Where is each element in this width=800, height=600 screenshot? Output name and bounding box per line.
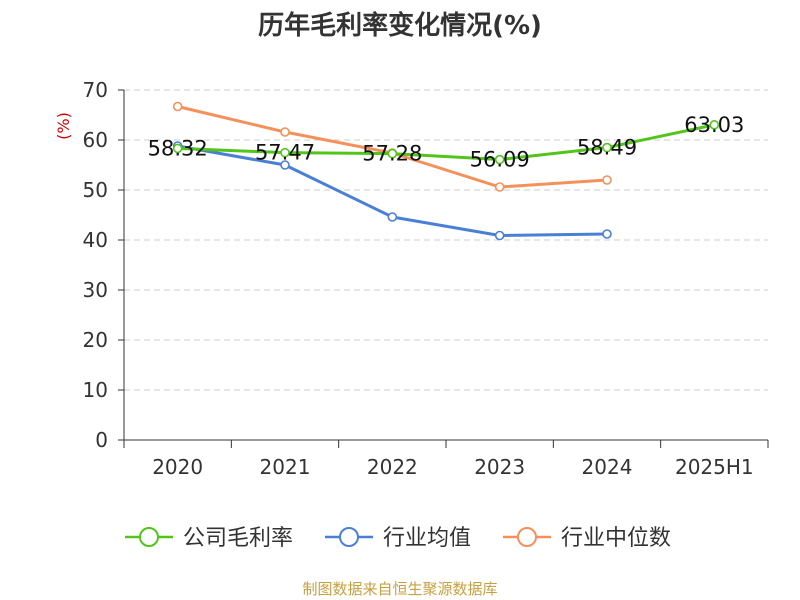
data-point (709, 120, 720, 130)
data-point (280, 160, 290, 170)
x-tick-label: 2021 (260, 455, 311, 479)
legend-marker (339, 527, 359, 547)
series-line (177, 123, 715, 162)
legend-item[interactable]: 行业均值 (325, 526, 471, 551)
legend-label: 行业中位数 (561, 526, 671, 551)
source-note: 制图数据来自恒生聚源数据库 (302, 580, 497, 598)
y-tick-label: 20 (83, 328, 108, 352)
x-tick-label: 2025H1 (675, 455, 754, 479)
data-label: 58.32 (148, 136, 208, 160)
data-label: 58.49 (577, 136, 637, 160)
data-label: 63.03 (684, 113, 744, 137)
data-point (602, 142, 612, 153)
data-point (494, 230, 505, 241)
y-tick-label: 60 (83, 128, 108, 152)
x-tick-label: 2023 (474, 455, 525, 479)
data-point (387, 212, 398, 222)
legend-item[interactable]: 行业中位数 (503, 526, 671, 551)
y-tick-label: 10 (83, 378, 108, 402)
axes: 0 10 20 30 40 50 60 70 2020 2021 2022 2023 2024 2025H… (83, 78, 769, 479)
y-tick-label: 40 (83, 228, 108, 252)
data-label: 57.28 (362, 142, 422, 166)
legend-label: 行业均值 (383, 526, 471, 551)
x-tick-label: 2022 (367, 455, 418, 479)
data-point (494, 182, 505, 192)
data-label: 57.47 (255, 141, 315, 165)
legend-item[interactable]: 公司毛利率 (125, 526, 293, 551)
x-tick-label: 2024 (582, 455, 633, 479)
y-tick-label: 30 (83, 278, 108, 302)
legend[interactable]: 公司毛利率 行业均值 行业中位数 (125, 526, 671, 551)
y-tick-label: 50 (83, 178, 108, 202)
data-point (602, 175, 612, 185)
y-axis-unit: (%) (54, 112, 73, 140)
data-point (280, 127, 290, 137)
legend-marker (517, 527, 537, 547)
data-point (602, 229, 612, 239)
data-point (172, 101, 183, 112)
data-point (172, 143, 183, 154)
legend-marker (139, 527, 159, 547)
x-tick-label: 2020 (152, 455, 203, 479)
y-tick-label: 70 (83, 78, 108, 102)
data-point (280, 147, 290, 158)
series-lines (172, 101, 720, 241)
legend-label: 公司毛利率 (183, 526, 293, 551)
data-labels: 58.32 57.47 57.28 56.09 58.49 63.03 (148, 113, 745, 172)
data-point (387, 148, 398, 159)
data-point (494, 154, 505, 165)
chart-title: 历年毛利率变化情况(%) (258, 10, 542, 41)
gridlines (124, 89, 768, 391)
y-tick-label: 0 (95, 428, 108, 452)
data-label: 56.09 (470, 148, 530, 172)
